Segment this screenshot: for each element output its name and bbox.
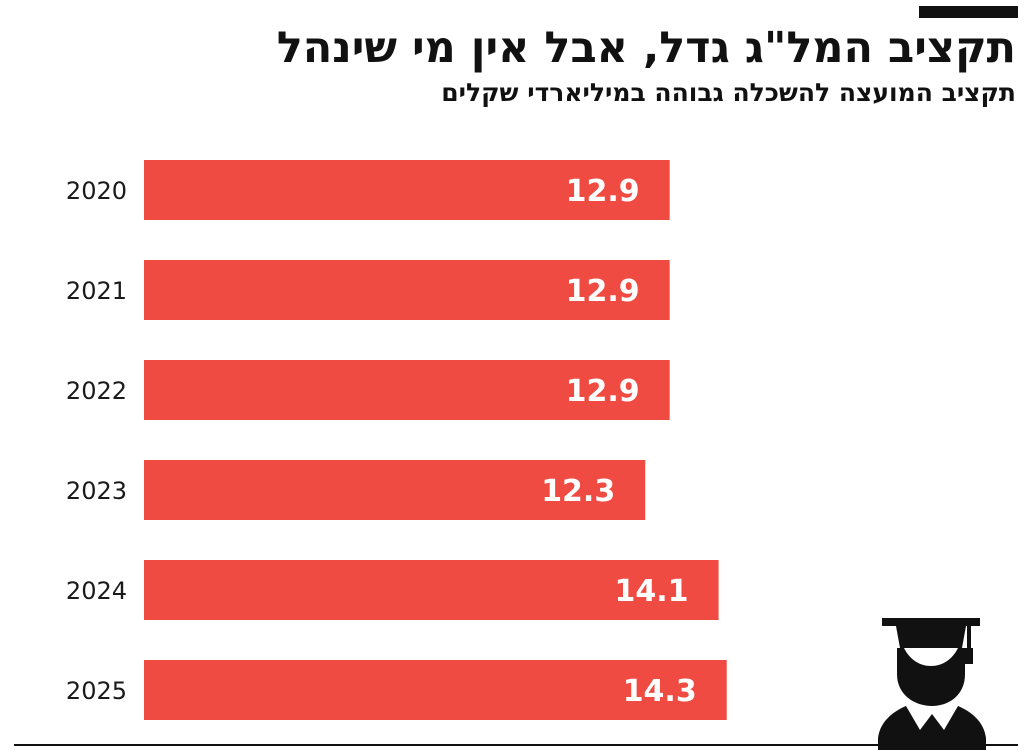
top-rule	[919, 6, 1018, 18]
graduate-icon	[878, 618, 986, 750]
value-label-2023: 12.3	[541, 474, 615, 509]
baseline-rule	[14, 744, 1018, 746]
category-label-2024: 2024	[66, 577, 127, 605]
bar-2020	[144, 160, 670, 220]
category-label-2025: 2025	[66, 677, 127, 705]
value-label-2024: 14.1	[615, 574, 689, 609]
category-label-2021: 2021	[66, 277, 127, 305]
bar-2025	[144, 660, 727, 720]
category-label-2020: 2020	[66, 177, 127, 205]
category-label-2022: 2022	[66, 377, 127, 405]
bar-2023	[144, 460, 646, 520]
value-label-2020: 12.9	[566, 174, 640, 209]
value-label-2022: 12.9	[566, 374, 640, 409]
chart-subtitle: תקציב המועצה להשכלה גבוהה במיליארדי שקלי…	[441, 78, 1016, 107]
value-label-2021: 12.9	[566, 274, 640, 309]
bar-2021	[144, 260, 670, 320]
value-label-2025: 14.3	[623, 674, 697, 709]
category-label-2023: 2023	[66, 477, 127, 505]
bar-2024	[144, 560, 719, 620]
bar-2022	[144, 360, 670, 420]
chart-title: תקציב המל"ג גדל, אבל אין מי שינהל	[276, 23, 1016, 73]
